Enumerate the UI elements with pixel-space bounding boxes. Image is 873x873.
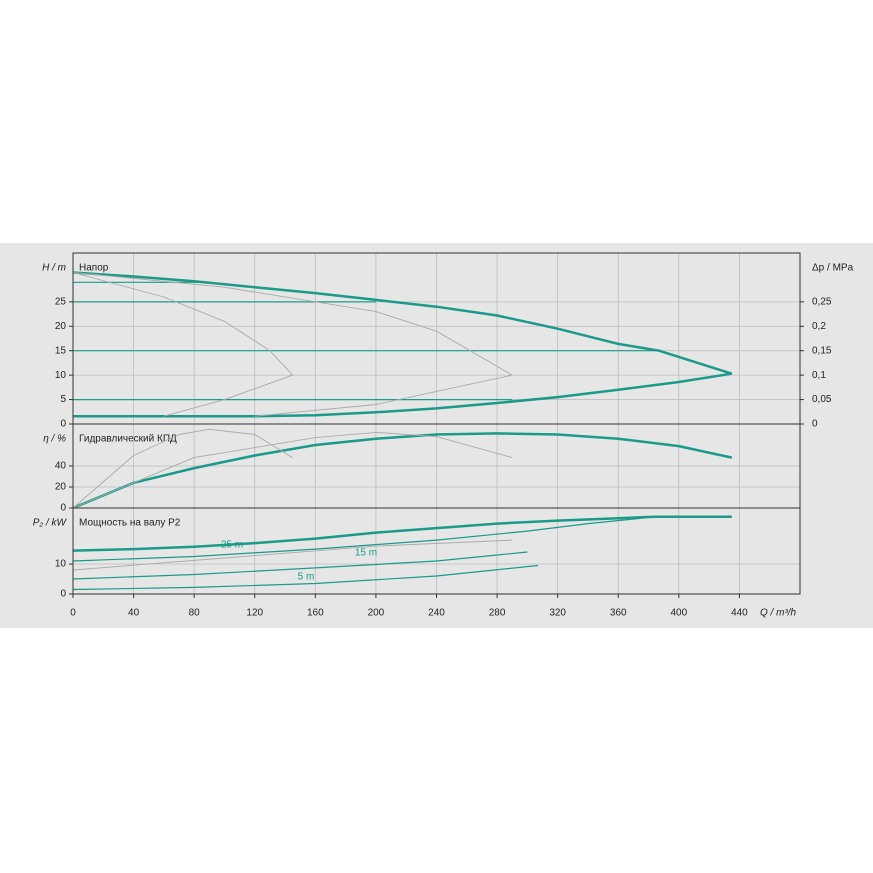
- y-tick-label: 10: [55, 559, 67, 570]
- x-tick-label: 360: [610, 608, 627, 619]
- y2-tick-label: 0,15: [812, 345, 832, 356]
- panel-title: Гидравлический КПД: [79, 434, 177, 445]
- series-line: [72, 515, 732, 552]
- x-tick-label: 160: [307, 608, 324, 619]
- y-tick-label: 20: [55, 482, 67, 493]
- y2-axis-label: Δp / MPa: [812, 263, 854, 274]
- y2-tick-label: 0,05: [812, 394, 832, 405]
- series-line: [72, 431, 513, 509]
- series-line: [72, 551, 528, 580]
- annotation: 5 m: [298, 572, 315, 583]
- x-axis-label: Q / m³/h: [760, 608, 797, 619]
- panel-title: Мощность на валу P2: [79, 518, 181, 529]
- y2-tick-label: 0,1: [812, 370, 826, 381]
- y-axis-label: P₂ / kW: [33, 518, 68, 529]
- y-axis-label: η / %: [43, 434, 66, 445]
- y-tick-label: 0: [60, 503, 66, 514]
- y2-tick-label: 0: [812, 419, 818, 430]
- series-line: [72, 564, 539, 591]
- y-tick-label: 20: [55, 321, 67, 332]
- y-tick-label: 5: [60, 394, 66, 405]
- x-tick-label: 440: [731, 608, 748, 619]
- annotation: 25 m: [221, 540, 243, 551]
- y-tick-label: 25: [55, 296, 67, 307]
- series-line: [72, 432, 733, 510]
- x-tick-label: 280: [489, 608, 506, 619]
- x-tick-label: 0: [70, 608, 76, 619]
- y2-tick-label: 0,25: [812, 296, 832, 307]
- series-line: [72, 272, 513, 417]
- x-tick-label: 120: [246, 608, 263, 619]
- x-tick-label: 80: [189, 608, 201, 619]
- x-tick-label: 320: [549, 608, 566, 619]
- x-tick-label: 400: [670, 608, 687, 619]
- y-tick-label: 0: [60, 589, 66, 600]
- y-tick-label: 15: [55, 345, 67, 356]
- series-line: [72, 539, 513, 571]
- x-tick-label: 240: [428, 608, 445, 619]
- series-line: [73, 372, 732, 418]
- panel-title: Напор: [79, 263, 109, 274]
- y-axis-label: H / m: [42, 263, 66, 274]
- x-tick-label: 200: [368, 608, 385, 619]
- series-line: [72, 516, 657, 562]
- series-line: [72, 272, 294, 417]
- series-line: [72, 271, 733, 375]
- x-tick-label: 40: [128, 608, 140, 619]
- y-tick-label: 40: [55, 461, 67, 472]
- annotation: 15 m: [355, 548, 377, 559]
- y-tick-label: 0: [60, 419, 66, 430]
- series-line: [72, 428, 293, 509]
- y-tick-label: 10: [55, 370, 67, 381]
- y2-tick-label: 0,2: [812, 321, 826, 332]
